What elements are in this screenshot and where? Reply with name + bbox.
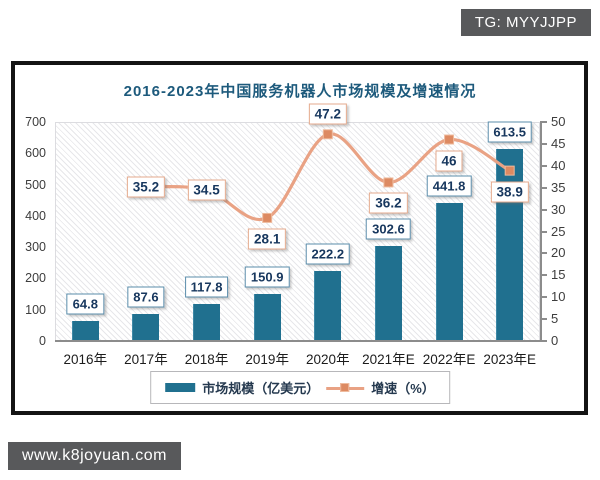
x-axis-category-label: 2019年: [245, 352, 289, 367]
x-axis-category-label: 2023年E: [483, 352, 536, 367]
bar-value-label: 222.2: [305, 243, 351, 265]
left-axis-tick-label: 100: [25, 302, 46, 317]
left-axis-tick-label: 0: [39, 334, 46, 348]
left-axis-tick-label: 200: [25, 271, 46, 286]
right-axis-tick-label: 40: [551, 157, 566, 173]
bar: [253, 293, 281, 340]
bar-value-label: 441.8: [426, 175, 472, 197]
line-value-label: 38.9: [490, 181, 529, 203]
bar-value-label: 64.8: [66, 293, 104, 315]
line-value-label: 47.2: [308, 103, 347, 125]
plot-area-background: [55, 122, 540, 341]
right-axis-tick-label: 30: [551, 201, 566, 217]
watermark-website-badge: www.k8joyuan.com: [8, 442, 181, 470]
x-axis-category-label: 2017年: [124, 352, 168, 367]
right-axis-tick-label: 20: [551, 245, 566, 261]
right-axis-tick-label: 10: [551, 289, 566, 305]
line-value-label: 34.5: [187, 179, 226, 201]
bar: [374, 246, 402, 340]
legend-line-marker-icon: [326, 382, 365, 393]
x-axis-category-label: 2016年: [63, 352, 108, 367]
right-axis-tick-mark: [540, 230, 547, 233]
bar-value-label: 302.6: [366, 218, 411, 240]
left-axis-tick-label: 500: [25, 177, 46, 192]
bar: [314, 271, 342, 340]
x-axis-category-label: 2018年: [184, 352, 229, 367]
bar: [435, 202, 463, 340]
right-axis-tick-mark: [540, 340, 547, 342]
right-axis-tick-label: 45: [551, 135, 566, 151]
right-axis-tick-mark: [540, 186, 547, 189]
left-axis-tick-label: 700: [25, 115, 46, 129]
bar: [193, 304, 221, 340]
left-axis-tick-label: 600: [25, 146, 46, 161]
watermark-telegram-badge: TG: MYYJJPP: [460, 9, 591, 36]
line-value-label: 28.1: [248, 228, 287, 250]
chart-legend: 市场规模（亿美元） 增速（%）: [150, 371, 450, 404]
right-axis-tick-label: 5: [551, 311, 559, 327]
right-axis-tick-mark: [540, 252, 547, 255]
right-axis-tick-mark: [540, 142, 547, 145]
right-axis-tick-mark: [540, 318, 547, 321]
bar-value-label: 150.9: [244, 266, 290, 288]
right-axis-tick-mark: [540, 208, 547, 211]
bar: [132, 313, 160, 340]
left-axis-tick-label: 300: [25, 240, 46, 255]
bar: [496, 149, 524, 340]
x-axis-line: [55, 340, 542, 342]
chart-title: 2016-2023年中国服务机器人市场规模及增速情况: [123, 83, 477, 100]
right-axis-tick-mark: [540, 274, 547, 277]
right-axis-tick-label: 0: [551, 333, 559, 348]
left-axis-tick-label: 400: [25, 208, 46, 223]
bar-value-label: 613.5: [487, 121, 532, 143]
line-value-label: 35.2: [126, 176, 166, 198]
right-axis-tick-mark: [540, 121, 547, 123]
bar-value-label: 87.6: [127, 286, 165, 308]
legend-bar-series-label: 市场规模（亿美元）: [202, 381, 320, 396]
right-axis-tick-label: 25: [551, 223, 566, 239]
legend-line-series-label: 增速（%）: [371, 381, 435, 396]
line-value-label: 46: [435, 150, 463, 172]
x-axis-category-label: 2022年E: [422, 352, 476, 367]
line-value-label: 36.2: [369, 192, 408, 214]
right-axis-tick-mark: [540, 164, 547, 167]
right-axis-tick-label: 35: [551, 179, 566, 195]
bar-value-label: 117.8: [184, 276, 229, 298]
right-axis-tick-mark: [540, 296, 547, 299]
legend-bar-swatch: [165, 383, 196, 392]
right-axis-tick-label: 15: [551, 267, 566, 283]
bar: [71, 320, 99, 340]
x-axis-category-label: 2021年E: [362, 352, 415, 367]
right-axis-tick-label: 50: [551, 114, 566, 129]
x-axis-category-label: 2020年: [306, 352, 350, 367]
right-axis-line: [540, 122, 542, 341]
